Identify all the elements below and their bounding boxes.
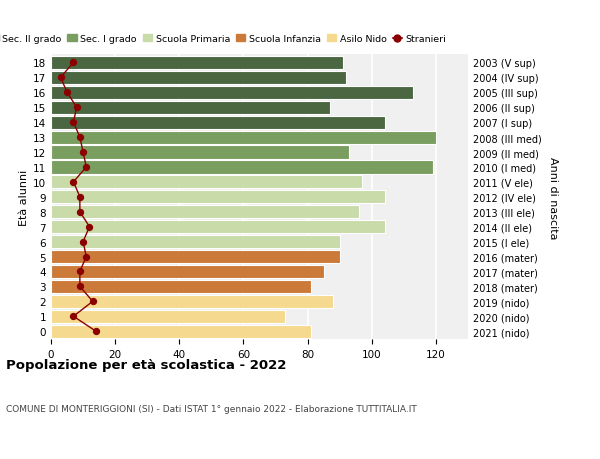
Legend: Sec. II grado, Sec. I grado, Scuola Primaria, Scuola Infanzia, Asilo Nido, Stran: Sec. II grado, Sec. I grado, Scuola Prim… [0,31,450,48]
Bar [51,310,285,323]
Bar [51,146,349,159]
Bar [51,251,340,263]
Point [82,164,91,171]
Point [68,119,78,127]
Bar [51,176,362,189]
Bar [51,116,385,129]
Point [75,208,85,216]
Bar [51,221,385,234]
Point [75,194,85,201]
Bar [51,235,340,249]
Y-axis label: Anni di nascita: Anni di nascita [548,156,558,239]
Point [91,328,101,335]
Point [82,253,91,261]
Point [72,104,82,112]
Point [88,298,98,305]
Bar [51,72,346,85]
Point [62,90,72,97]
Bar [51,206,359,219]
Text: Popolazione per età scolastica - 2022: Popolazione per età scolastica - 2022 [6,358,286,371]
Bar [51,295,333,308]
Point [56,74,65,82]
Point [75,268,85,275]
Point [68,313,78,320]
Point [68,60,78,67]
Point [75,283,85,291]
Bar [51,131,436,144]
Point [85,224,94,231]
Bar [51,280,311,293]
Y-axis label: Età alunni: Età alunni [19,169,29,225]
Text: COMUNE DI MONTERIGGIONI (SI) - Dati ISTAT 1° gennaio 2022 - Elaborazione TUTTITA: COMUNE DI MONTERIGGIONI (SI) - Dati ISTA… [6,404,417,413]
Bar [51,191,385,204]
Bar [51,101,330,115]
Bar [51,325,311,338]
Bar [51,57,343,70]
Point [68,179,78,186]
Bar [51,265,323,279]
Point [75,134,85,141]
Point [78,149,88,157]
Bar [51,86,413,100]
Bar [51,161,433,174]
Point [78,238,88,246]
